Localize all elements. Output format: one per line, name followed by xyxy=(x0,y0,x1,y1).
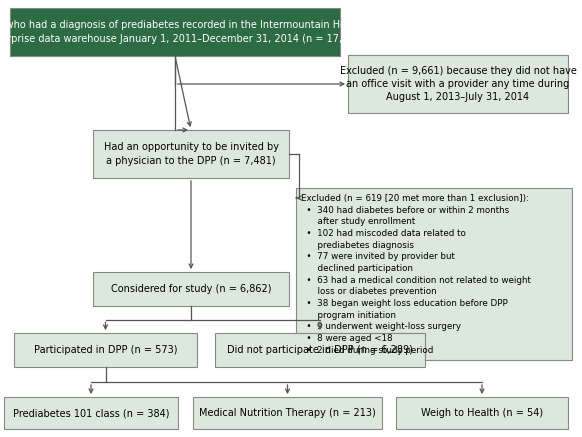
Text: Considered for study (n = 6,862): Considered for study (n = 6,862) xyxy=(111,284,271,294)
FancyBboxPatch shape xyxy=(10,8,340,56)
Text: Did not participate in DPP (n = 6,289): Did not participate in DPP (n = 6,289) xyxy=(227,345,413,355)
Text: Patients who had a diagnosis of prediabetes recorded in the Intermountain Health: Patients who had a diagnosis of prediabe… xyxy=(0,21,386,44)
Text: Weigh to Health (n = 54): Weigh to Health (n = 54) xyxy=(421,408,543,418)
FancyBboxPatch shape xyxy=(4,397,178,429)
Text: Medical Nutrition Therapy (n = 213): Medical Nutrition Therapy (n = 213) xyxy=(199,408,376,418)
FancyBboxPatch shape xyxy=(348,55,568,113)
Text: Excluded (n = 619 [20 met more than 1 exclusion]):
  •  340 had diabetes before : Excluded (n = 619 [20 met more than 1 ex… xyxy=(301,194,531,354)
FancyBboxPatch shape xyxy=(93,130,289,178)
FancyBboxPatch shape xyxy=(193,397,382,429)
FancyBboxPatch shape xyxy=(396,397,568,429)
FancyBboxPatch shape xyxy=(14,333,197,367)
Text: Excluded (n = 9,661) because they did not have
an office visit with a provider a: Excluded (n = 9,661) because they did no… xyxy=(339,66,576,102)
FancyBboxPatch shape xyxy=(215,333,425,367)
Text: Prediabetes 101 class (n = 384): Prediabetes 101 class (n = 384) xyxy=(13,408,169,418)
FancyBboxPatch shape xyxy=(93,272,289,306)
Text: Had an opportunity to be invited by
a physician to the DPP (n = 7,481): Had an opportunity to be invited by a ph… xyxy=(104,142,279,166)
FancyBboxPatch shape xyxy=(296,188,572,360)
Text: Participated in DPP (n = 573): Participated in DPP (n = 573) xyxy=(34,345,178,355)
